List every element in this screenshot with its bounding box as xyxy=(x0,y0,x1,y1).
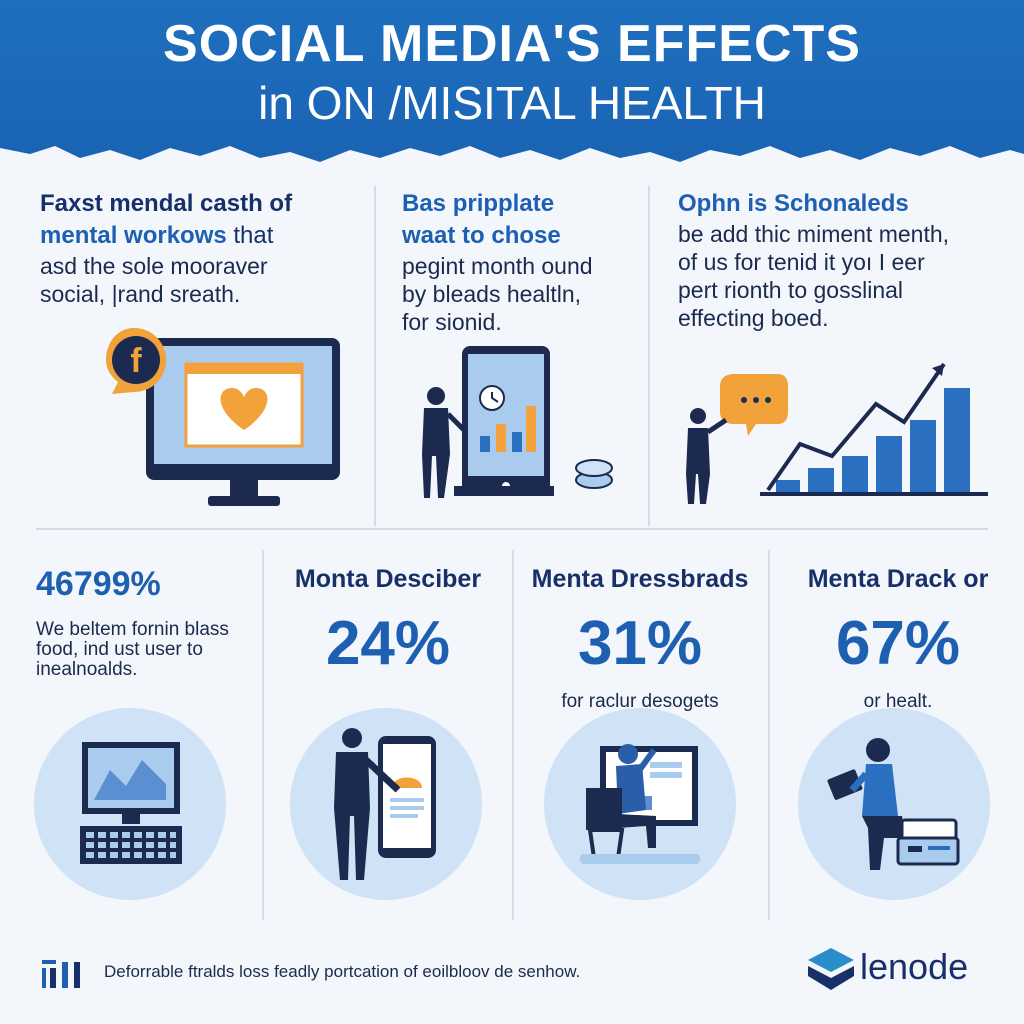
stat-block-1: 46799% We beltem fornin blass food, ind … xyxy=(36,565,256,680)
page-title: SOCIAL MEDIA'S EFFECTS xyxy=(163,15,861,73)
section-heading: Ophn is Schonaleds xyxy=(678,190,909,217)
monitor-heart-illustration: f xyxy=(106,328,340,506)
top-section-1: Faxst mendal casth of mental workows tha… xyxy=(40,188,360,308)
top-section-2: Bas pripplate waat to chose pegint month… xyxy=(402,188,642,336)
facebook-icon: f xyxy=(106,328,166,394)
desktop-computer-illustration xyxy=(80,742,182,864)
stat-sub: for raclur desogets xyxy=(561,691,719,712)
footer-logo-icon xyxy=(42,960,80,988)
section-body-line: pert rionth to gosslinal xyxy=(678,277,904,303)
divider xyxy=(36,528,988,530)
growth-chart-illustration xyxy=(686,362,988,504)
torn-paper-edge xyxy=(0,146,1024,172)
section-heading-line2: mental workows that xyxy=(40,220,360,252)
phone-person-illustration xyxy=(422,346,613,498)
section-heading-accent: mental workows xyxy=(40,222,227,249)
section-body-line: pegint month ound xyxy=(402,253,593,279)
stat-block-3: Menta Dressbrads 31% for raclur desogets xyxy=(520,565,760,713)
section-body-line: for sionid. xyxy=(402,309,502,335)
section-heading-line2: waat to chose xyxy=(402,222,561,249)
section-heading: Bas pripplate xyxy=(402,190,555,217)
svg-text:f: f xyxy=(130,342,142,380)
stat-sub-line: We beltem fornin blass xyxy=(36,619,229,640)
person-at-desk-illustration xyxy=(580,744,700,864)
stat-block-4: Menta Drack or 67% or healt. xyxy=(778,565,1018,713)
stat-value: 24% xyxy=(325,609,451,678)
brand-logo-icon xyxy=(808,948,854,990)
divider xyxy=(768,550,770,920)
stat-block-2: Monta Desciber 24% xyxy=(272,565,504,679)
divider xyxy=(512,550,514,920)
stat-sub-line: food, ind ust user to xyxy=(36,639,203,660)
stat-label: Monta Desciber xyxy=(294,565,482,593)
page-subtitle: in ON /MISITAL HEALTH xyxy=(258,77,766,129)
section-body-line: of us for tenid it yoı I eer xyxy=(678,249,925,275)
person-phone-illustration xyxy=(334,728,436,880)
section-body-line: by bleads healtln, xyxy=(402,281,582,307)
stat-sub: or healt. xyxy=(863,691,933,712)
section-body-line: effecting boed. xyxy=(678,305,829,331)
stat-label: Menta Drack or xyxy=(807,565,989,593)
stat-label: Menta Dressbrads xyxy=(531,565,749,593)
stat-value: 31% xyxy=(577,609,703,678)
section-heading: Faxst mendal casth of xyxy=(40,190,293,217)
footer-text: Deforrable ftralds loss feadly portcatio… xyxy=(104,962,581,981)
section-body-line: be add thic miment menth, xyxy=(678,221,950,247)
person-laptop-illustration xyxy=(827,738,960,870)
divider xyxy=(262,550,264,920)
top-section-3: Ophn is Schonaleds be add thic miment me… xyxy=(678,188,998,332)
divider xyxy=(648,186,650,526)
stat-value: 67% xyxy=(835,609,961,678)
brand-name: lenode xyxy=(860,946,969,987)
stat-value: 46799% xyxy=(36,565,161,603)
stat-sub-line: inealnoalds. xyxy=(36,659,138,680)
divider xyxy=(374,186,376,526)
section-heading-rest: that xyxy=(226,222,274,249)
section-body-line: asd the sole mooraver xyxy=(40,253,268,279)
header-banner: SOCIAL MEDIA'S EFFECTS in ON /MISITAL HE… xyxy=(0,0,1024,172)
section-body-line: social, |rand sreath. xyxy=(40,281,241,307)
